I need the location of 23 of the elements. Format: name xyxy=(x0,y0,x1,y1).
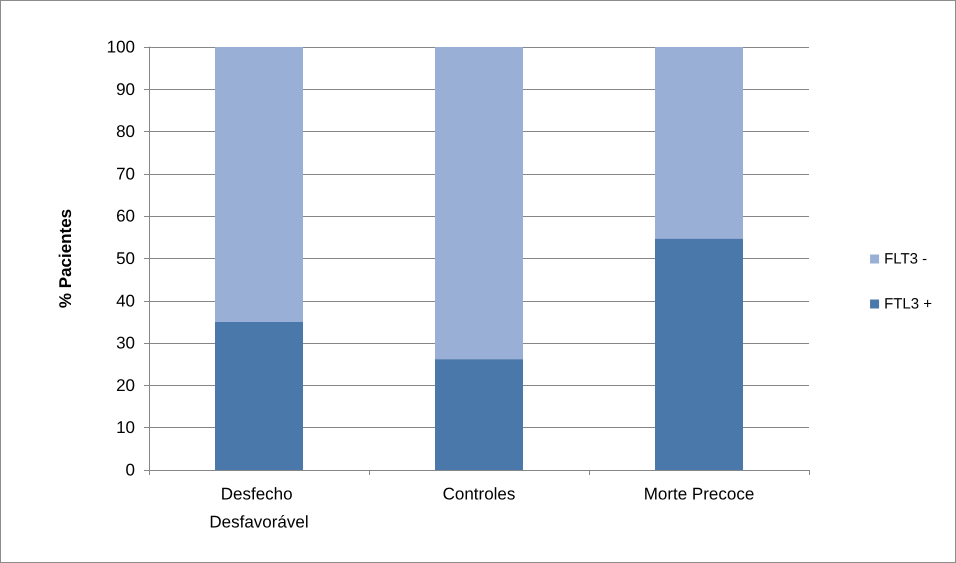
y-tick-label: 60 xyxy=(116,206,135,226)
x-tick-label: Desfecho Desfavorável xyxy=(209,484,309,532)
bar xyxy=(655,238,743,470)
y-tick-label: 0 xyxy=(126,460,135,480)
y-tick-label: 50 xyxy=(116,249,135,268)
y-tick-label: 10 xyxy=(116,418,135,438)
y-tick-label: 40 xyxy=(116,291,135,310)
y-tick-label: 70 xyxy=(116,164,135,184)
y-tick-label: 90 xyxy=(116,80,135,99)
bar xyxy=(215,322,303,470)
y-tick-label: 100 xyxy=(106,38,135,56)
x-tick-label: Controles xyxy=(442,484,516,504)
bar xyxy=(435,47,523,360)
legend-label: FTL3 + xyxy=(884,296,932,312)
x-tick-label: Morte Precoce xyxy=(644,484,754,504)
legend-label: FLT3 - xyxy=(884,250,928,268)
y-tick-label: 20 xyxy=(116,376,135,395)
y-axis-title: % Pacientes xyxy=(56,208,75,308)
bar xyxy=(655,47,743,239)
y-tick-label: 80 xyxy=(116,122,135,142)
bar xyxy=(435,359,523,470)
y-tick-label: 30 xyxy=(116,334,135,353)
bar xyxy=(215,47,303,322)
